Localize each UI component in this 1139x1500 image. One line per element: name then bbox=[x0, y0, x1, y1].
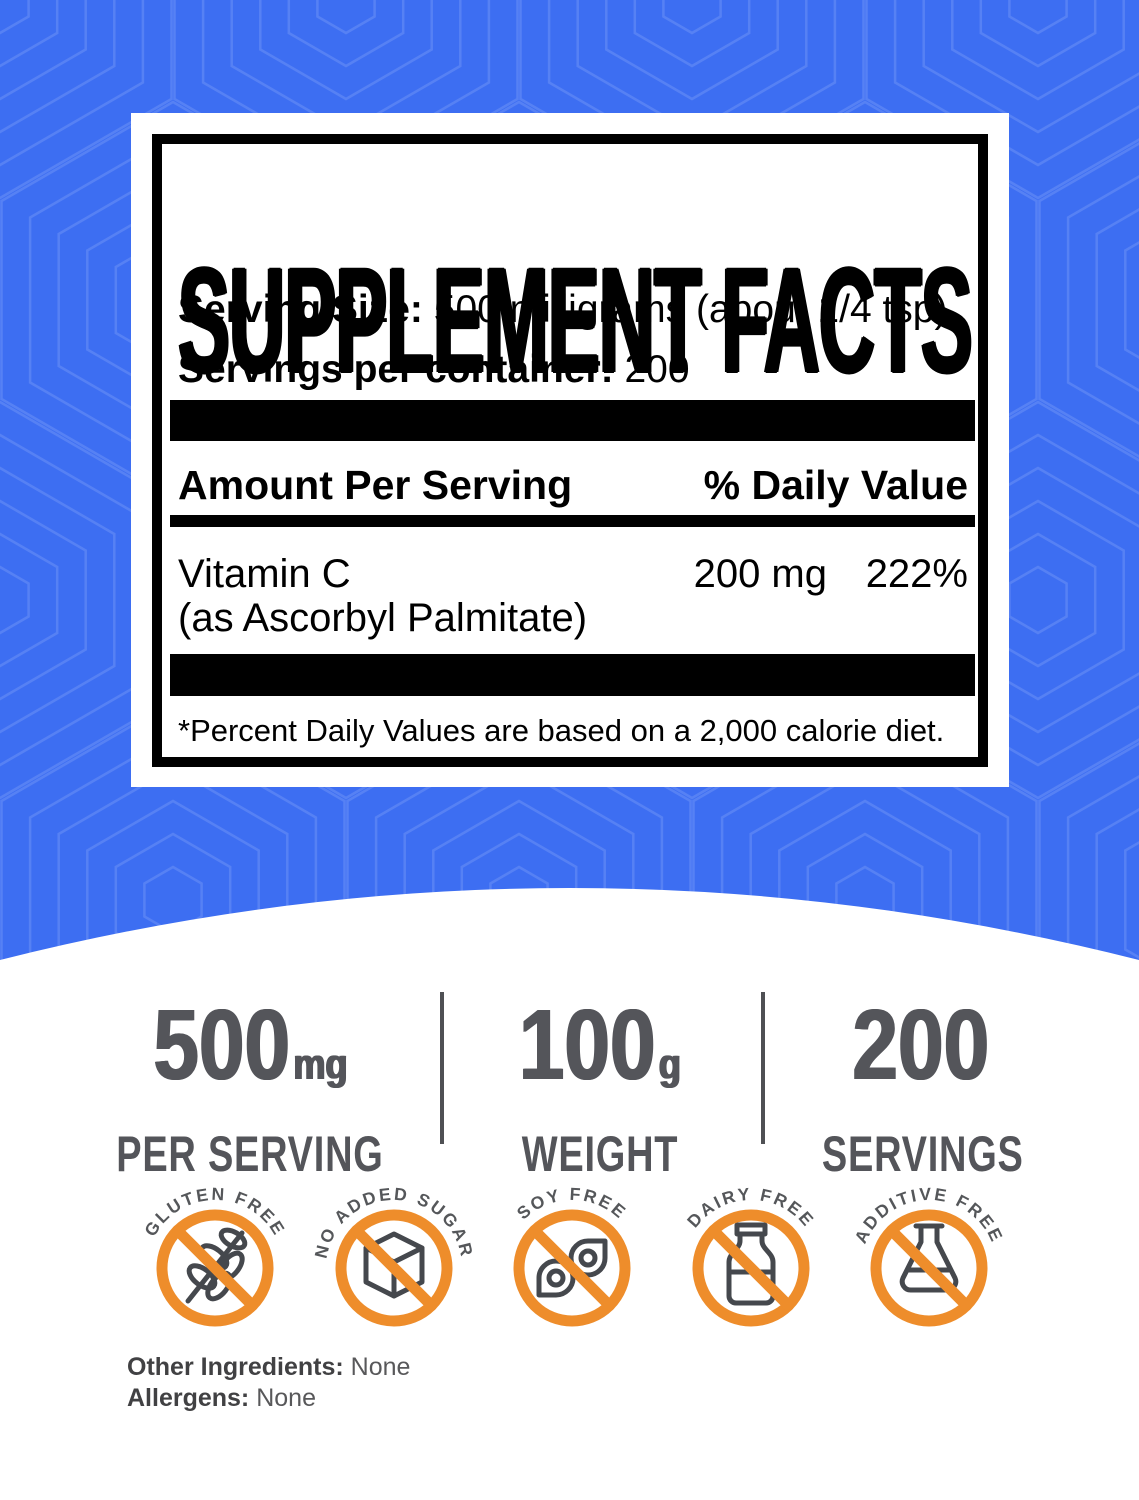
stat-divider bbox=[761, 992, 765, 1144]
stat-label: WEIGHT bbox=[521, 1126, 679, 1182]
facts-border bbox=[152, 134, 988, 767]
free-from-badges-row: GLUTEN FREE NO ADDED SUGAR bbox=[130, 1173, 1014, 1333]
stat-label: SERVINGS bbox=[821, 1126, 1024, 1182]
prohibition-slash bbox=[350, 1225, 437, 1311]
stat-number: 500 bbox=[152, 989, 290, 1101]
stat-servings: 200 SERVINGS bbox=[770, 995, 1075, 1179]
nutrient-amount: 200 mg bbox=[693, 552, 827, 596]
prohibition-slash bbox=[886, 1225, 972, 1311]
allergens-line: Allergens: None bbox=[127, 1383, 410, 1414]
stat-label: PER SERVING bbox=[116, 1126, 384, 1182]
prohibition-circle bbox=[870, 1209, 988, 1327]
serving-size-line: Serving Size: 500 milligrams (about 1/4 … bbox=[178, 287, 948, 333]
dairy-free-badge: DAIRY FREE bbox=[683, 1184, 816, 1327]
nutrient-daily-value: 222% bbox=[865, 552, 968, 596]
soy-free-badge: SOY FREE bbox=[513, 1184, 631, 1327]
nutrient-name: Vitamin C bbox=[178, 552, 351, 596]
prohibition-circle bbox=[156, 1209, 274, 1327]
prohibition-circle bbox=[692, 1209, 809, 1327]
badge-label: NO ADDED SUGAR bbox=[310, 1184, 477, 1261]
prohibition-slash bbox=[529, 1225, 615, 1311]
stat-per-serving: 500mg PER SERVING bbox=[60, 995, 440, 1179]
facts-title-text: SUPPLEMENT FACTS bbox=[178, 236, 973, 404]
stat-number: 100 bbox=[518, 989, 656, 1101]
servings-per-container-line: Servings per container: 200 bbox=[178, 347, 690, 393]
separator-bar-thick bbox=[170, 400, 975, 441]
additive-free-badge: ADDITIVE FREE bbox=[850, 1184, 1005, 1327]
prohibition-circle bbox=[513, 1209, 631, 1327]
supplement-facts-panel: SUPPLEMENT FACTS Serving Size: 500 milli… bbox=[131, 113, 1009, 787]
serving-size-value: 500 milligrams (about 1/4 tsp) bbox=[433, 288, 948, 331]
allergens-label: Allergens: bbox=[127, 1384, 250, 1412]
servings-per-container-value: 200 bbox=[624, 348, 690, 391]
daily-value-header: % Daily Value bbox=[703, 462, 968, 508]
stat-number: 200 bbox=[852, 989, 990, 1101]
facts-title: SUPPLEMENT FACTS bbox=[178, 236, 1139, 404]
stat-value: 200 bbox=[770, 995, 1075, 1115]
allergens-value: None bbox=[256, 1384, 316, 1412]
stat-unit: mg bbox=[292, 1040, 348, 1089]
stat-divider bbox=[440, 992, 444, 1144]
facts-column-headers: Amount Per Serving % Daily Value bbox=[131, 462, 1009, 508]
nutrient-detail: (as Ascorbyl Palmitate) bbox=[178, 596, 588, 640]
daily-value-footnote: *Percent Daily Values are based on a 2,0… bbox=[178, 713, 945, 748]
separator-bar-thin bbox=[170, 515, 975, 527]
amount-per-serving-header: Amount Per Serving bbox=[178, 462, 573, 508]
separator-bar-thick-bottom bbox=[170, 654, 975, 696]
servings-per-container-label: Servings per container: bbox=[178, 348, 614, 391]
stat-unit: g bbox=[659, 1040, 682, 1089]
footer-notes: Other Ingredients: None Allergens: None bbox=[127, 1352, 410, 1414]
stat-weight: 100g WEIGHT bbox=[450, 995, 750, 1179]
prohibition-slash bbox=[707, 1225, 794, 1311]
serving-size-label: Serving Size: bbox=[178, 288, 423, 331]
stat-value: 100g bbox=[450, 995, 750, 1115]
other-ingredients-line: Other Ingredients: None bbox=[127, 1352, 410, 1383]
prohibition-circle bbox=[335, 1209, 452, 1327]
other-ingredients-value: None bbox=[350, 1353, 411, 1381]
prohibition-slash bbox=[172, 1225, 258, 1311]
no-added-sugar-badge: NO ADDED SUGAR bbox=[310, 1184, 477, 1327]
gluten-free-badge: GLUTEN FREE bbox=[140, 1184, 287, 1327]
other-ingredients-label: Other Ingredients: bbox=[127, 1353, 344, 1381]
stat-value: 500mg bbox=[60, 995, 440, 1115]
curved-section-divider bbox=[0, 888, 1139, 960]
